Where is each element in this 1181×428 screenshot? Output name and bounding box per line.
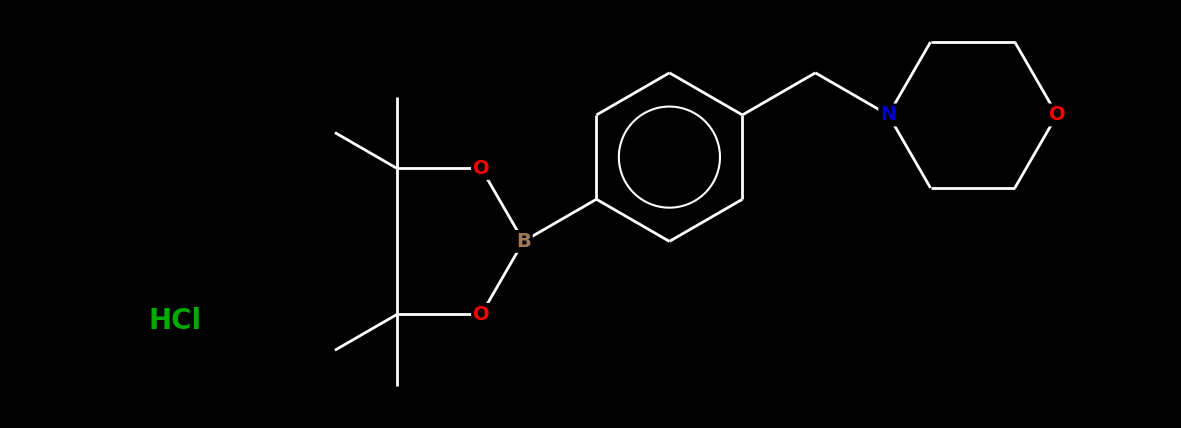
Text: HCl: HCl — [149, 307, 202, 335]
Text: N: N — [880, 105, 896, 125]
Text: O: O — [472, 159, 490, 178]
Text: B: B — [516, 232, 530, 251]
Text: O: O — [1049, 105, 1065, 125]
Text: O: O — [472, 305, 490, 324]
